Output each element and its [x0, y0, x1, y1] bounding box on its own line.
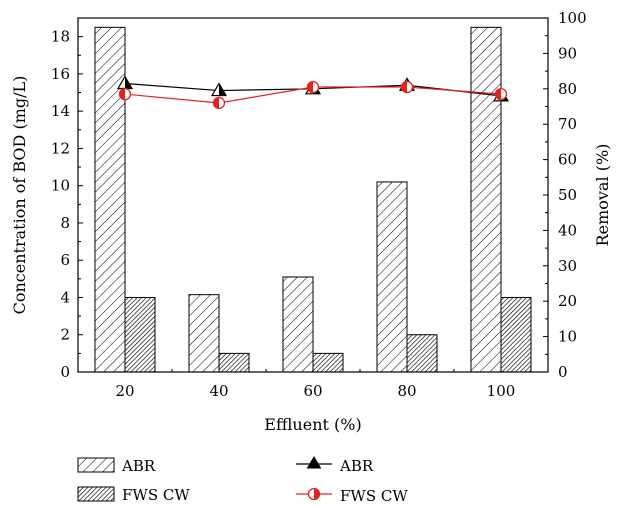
marker-fws-cw-100 — [494, 87, 508, 101]
legend-label-abr-bar: ABR — [121, 457, 156, 475]
right-axis-title: Removal (%) — [593, 144, 612, 247]
left-tick-label-18: 18 — [51, 28, 70, 46]
left-tick-label-12: 12 — [51, 139, 70, 157]
left-axis-title: Concentration of BOD (mg/L) — [10, 76, 29, 315]
legend-label-fws-bar: FWS CW — [122, 486, 190, 504]
left-tick-label-0: 0 — [60, 363, 70, 381]
x-axis: 20 40 60 80 100 — [77, 367, 549, 400]
x-tick-label-100: 100 — [487, 382, 516, 400]
marker-abr-20-fill — [125, 76, 132, 89]
bar-abr-40 — [188, 294, 220, 373]
x-tick-label-20: 20 — [115, 382, 134, 400]
right-tick-label-0: 0 — [558, 363, 568, 381]
left-tick-label-14: 14 — [51, 102, 70, 120]
right-tick-label-50: 50 — [558, 186, 577, 204]
legend-label-fws-line: FWS CW — [340, 487, 408, 505]
bars-layer — [94, 26, 532, 373]
x-tick-label-80: 80 — [397, 382, 416, 400]
bar-fws-cw-60 — [312, 352, 344, 373]
left-tick-label-10: 10 — [51, 177, 70, 195]
marker-fws-cw-40 — [212, 96, 226, 110]
right-tick-label-20: 20 — [558, 292, 577, 310]
right-tick-label-100: 100 — [558, 9, 587, 27]
right-tick-label-30: 30 — [558, 257, 577, 275]
marker-fws-cw-20 — [118, 87, 132, 101]
left-tick-label-4: 4 — [60, 288, 70, 306]
left-tick-label-2: 2 — [60, 326, 70, 344]
bar-fws-cw-80 — [406, 334, 438, 373]
bar-abr-100 — [470, 26, 502, 373]
right-tick-label-10: 10 — [558, 328, 577, 346]
bar-abr-20 — [94, 26, 126, 373]
legend-swatch-abr-bar — [77, 457, 115, 473]
legend-marker-abr-triangle — [306, 456, 322, 469]
bar-abr-60 — [282, 276, 314, 373]
right-tick-label-70: 70 — [558, 115, 577, 133]
left-tick-label-16: 16 — [51, 65, 70, 83]
left-tick-label-8: 8 — [60, 214, 70, 232]
bar-fws-cw-40 — [218, 352, 250, 373]
marker-fws-cw-80 — [400, 80, 414, 94]
bar-fws-cw-100 — [500, 296, 532, 373]
x-tick-label-40: 40 — [209, 382, 228, 400]
right-tick-label-60: 60 — [558, 151, 577, 169]
right-axis: 0 10 20 30 40 50 60 70 80 90 100 — [543, 9, 587, 381]
x-tick-label-60: 60 — [303, 382, 322, 400]
legend: ABR FWS CW ABR FWS CW — [77, 456, 408, 505]
x-axis-title: Effluent (%) — [264, 415, 361, 434]
left-axis: 0 2 4 6 8 10 12 14 16 18 — [51, 28, 83, 381]
marker-abr-40-fill — [219, 83, 226, 96]
bar-fws-cw-20 — [124, 296, 156, 373]
bar-abr-80 — [376, 181, 408, 373]
legend-label-abr-line: ABR — [339, 457, 374, 475]
marker-fws-cw-60 — [306, 80, 320, 94]
right-tick-label-80: 80 — [558, 80, 577, 98]
lines-layer — [116, 75, 510, 110]
left-tick-label-6: 6 — [60, 251, 70, 269]
legend-swatch-fws-bar — [77, 486, 115, 502]
right-tick-label-90: 90 — [558, 44, 577, 62]
legend-marker-fws-circle — [307, 487, 321, 501]
right-tick-label-40: 40 — [558, 221, 577, 239]
